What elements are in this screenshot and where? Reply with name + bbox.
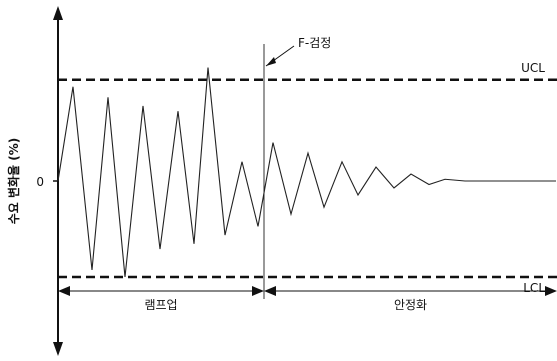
control-limit-label-lcl: LCL [523,281,545,295]
y-axis-arrow-bottom [53,342,63,356]
phase-arrow-head-right-1 [545,286,557,296]
phase-label-0: 램프업 [144,298,177,312]
phase-arrow-head-left-1 [264,286,276,296]
phase-label-1: 안정화 [394,298,427,312]
y-axis-label: 수요 변화율 (%) [6,138,21,225]
event-marker-arrowhead [266,57,276,66]
phase-arrow-head-right-0 [252,286,264,296]
event-marker-label: F-검정 [298,36,331,50]
control-limit-label-ucl: UCL [521,61,545,75]
series-line-0 [57,67,556,278]
y-tick-label-0: 0 [36,175,44,189]
phase-arrow-head-left-0 [58,286,70,296]
y-axis-arrow-top [53,6,63,20]
